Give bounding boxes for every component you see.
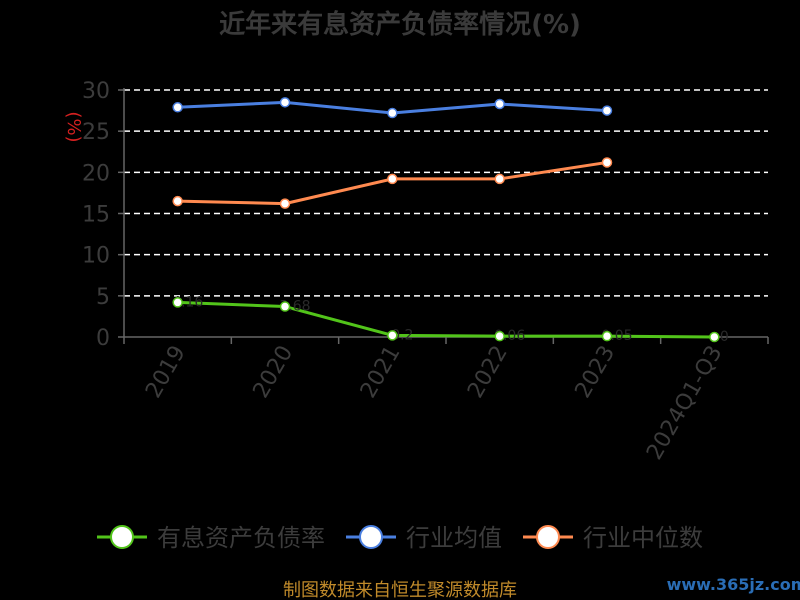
- legend-label: 行业均值: [406, 524, 502, 552]
- y-tick-label: 15: [82, 203, 110, 228]
- x-tick-label: 2020: [249, 342, 299, 403]
- series-0: 4.16 3.680.2 0.06 0.05 0: [172, 294, 729, 345]
- x-tick-label: 2021: [356, 342, 406, 403]
- data-point: [709, 331, 720, 343]
- series-2: [172, 157, 613, 209]
- legend-swatch-marker: [359, 525, 383, 549]
- legend-swatch-marker: [110, 525, 134, 549]
- legend-label: 行业中位数: [583, 524, 703, 552]
- data-label: 0.2: [391, 327, 413, 343]
- data-point: [172, 195, 183, 207]
- data-point: [172, 297, 183, 308]
- x-tick-label: 2022: [463, 341, 513, 402]
- data-point: [387, 330, 398, 341]
- legend-item: 行业均值: [346, 524, 502, 552]
- legend-swatch-marker: [536, 525, 560, 549]
- x-tick-label: 2023: [571, 342, 621, 403]
- y-tick-label: 20: [82, 161, 110, 186]
- y-tick-label: 5: [96, 285, 110, 310]
- watermark: www.365jz.com: [667, 575, 800, 594]
- grid: [124, 89, 768, 297]
- y-tick-label: 0: [96, 326, 110, 351]
- series-1: [172, 97, 613, 119]
- x-tick-label: 2024Q1-Q3: [642, 342, 727, 465]
- data-label: 0: [720, 329, 729, 345]
- axes: 0 5 10 15 20 25 30 2019 2020 2021 2022 2023 2024Q1-Q…: [82, 79, 769, 465]
- source-note: 制图数据来自恒生聚源数据库: [283, 580, 517, 600]
- data-point: [601, 157, 613, 168]
- data-point: [279, 97, 291, 108]
- chart-title: 近年来有息资产负债率情况(%): [219, 9, 581, 40]
- data-point: [601, 105, 613, 116]
- y-tick-label: 10: [82, 244, 110, 269]
- data-point: [494, 330, 505, 342]
- legend-item: 行业中位数: [523, 524, 703, 552]
- series-layer: 4.16 3.680.2 0.06 0.05 0: [172, 97, 729, 345]
- y-axis-label: (%): [63, 111, 84, 142]
- data-point: [279, 198, 291, 209]
- data-point: [279, 301, 291, 312]
- data-point: [601, 330, 613, 342]
- legend-label: 有息资产负债率: [157, 524, 325, 552]
- data-point: [387, 107, 398, 119]
- legend-item: 有息资产负债率: [97, 524, 325, 552]
- series-line: [177, 300, 715, 339]
- y-tick-label: 25: [82, 120, 110, 145]
- legend: 有息资产负债率 行业均值 行业中位数: [97, 524, 703, 552]
- data-point: [494, 173, 505, 185]
- data-point: [172, 102, 183, 113]
- x-tick-label: 2019: [141, 342, 191, 403]
- data-point: [494, 98, 505, 110]
- y-tick-label: 30: [82, 79, 110, 104]
- data-point: [387, 173, 398, 185]
